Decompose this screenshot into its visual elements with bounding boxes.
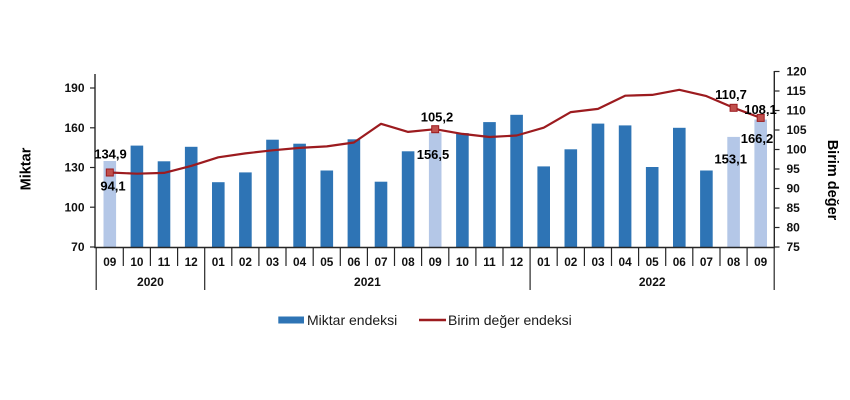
svg-text:100: 100 xyxy=(787,143,807,157)
svg-text:04: 04 xyxy=(293,255,307,269)
svg-text:09: 09 xyxy=(754,255,768,269)
svg-text:105: 105 xyxy=(787,123,807,137)
svg-text:10: 10 xyxy=(130,255,144,269)
svg-text:105,2: 105,2 xyxy=(421,110,454,125)
svg-text:07: 07 xyxy=(700,255,714,269)
svg-text:01: 01 xyxy=(537,255,551,269)
svg-text:95: 95 xyxy=(787,162,801,176)
svg-text:08: 08 xyxy=(727,255,741,269)
svg-text:80: 80 xyxy=(787,221,801,235)
svg-text:04: 04 xyxy=(619,255,633,269)
svg-text:08: 08 xyxy=(402,255,416,269)
svg-text:110: 110 xyxy=(787,104,807,118)
svg-text:07: 07 xyxy=(374,255,388,269)
svg-text:05: 05 xyxy=(320,255,334,269)
svg-text:12: 12 xyxy=(185,255,199,269)
svg-text:12: 12 xyxy=(510,255,524,269)
svg-text:130: 130 xyxy=(64,161,84,175)
svg-text:160: 160 xyxy=(64,121,84,135)
svg-text:Birim değer: Birim değer xyxy=(824,140,840,221)
svg-text:11: 11 xyxy=(158,255,171,269)
svg-text:90: 90 xyxy=(787,182,801,196)
svg-text:05: 05 xyxy=(646,255,660,269)
svg-text:Miktar: Miktar xyxy=(19,147,35,190)
svg-text:153,1: 153,1 xyxy=(714,152,747,167)
svg-text:134,9: 134,9 xyxy=(94,147,127,162)
svg-text:06: 06 xyxy=(347,255,361,269)
svg-text:100: 100 xyxy=(64,200,84,214)
svg-text:02: 02 xyxy=(564,255,578,269)
svg-text:94,1: 94,1 xyxy=(100,179,125,194)
svg-text:190: 190 xyxy=(64,81,84,95)
svg-text:02: 02 xyxy=(239,255,253,269)
svg-text:2022: 2022 xyxy=(639,275,666,289)
svg-text:03: 03 xyxy=(591,255,605,269)
svg-text:108,1: 108,1 xyxy=(744,102,777,117)
svg-text:06: 06 xyxy=(673,255,687,269)
svg-text:09: 09 xyxy=(103,255,117,269)
svg-text:2020: 2020 xyxy=(137,275,164,289)
svg-text:Miktar endeksi: Miktar endeksi xyxy=(307,312,397,328)
svg-text:09: 09 xyxy=(429,255,443,269)
svg-text:85: 85 xyxy=(787,201,801,215)
svg-text:110,7: 110,7 xyxy=(715,87,747,102)
svg-text:75: 75 xyxy=(787,240,801,254)
svg-text:03: 03 xyxy=(266,255,280,269)
svg-text:115: 115 xyxy=(787,84,807,98)
svg-text:166,2: 166,2 xyxy=(741,131,774,146)
svg-text:70: 70 xyxy=(71,240,85,254)
svg-text:11: 11 xyxy=(483,255,496,269)
svg-text:2021: 2021 xyxy=(354,275,381,289)
svg-text:01: 01 xyxy=(212,255,226,269)
svg-text:Birim değer endeksi: Birim değer endeksi xyxy=(448,312,572,328)
svg-text:10: 10 xyxy=(456,255,470,269)
svg-text:120: 120 xyxy=(787,65,807,79)
svg-text:156,5: 156,5 xyxy=(417,147,450,162)
